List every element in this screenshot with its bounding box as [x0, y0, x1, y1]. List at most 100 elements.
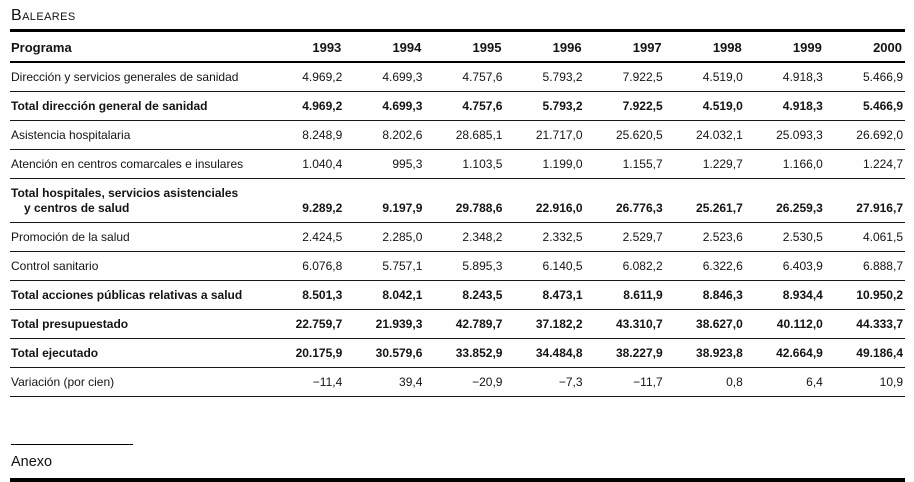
- cell-value: 4.918,3: [744, 62, 825, 92]
- cell-value: 1.103,5: [424, 149, 505, 179]
- table-row: Variación (por cien) −11,4 39,4 −20,9 −7,3 −1…: [10, 367, 905, 397]
- budget-table: Programa 1993 1994 1995 1996 1997 1998 1999 200…: [10, 32, 905, 397]
- page-bottom-rule: [10, 478, 905, 482]
- table-body: Dirección y servicios generales de sanid…: [10, 62, 905, 397]
- cell-value: 1.229,7: [664, 149, 745, 179]
- column-header-year: 1998: [664, 32, 745, 63]
- cell-value: 8.501,3: [264, 280, 345, 310]
- table-row: Total presupuestado 22.759,7 21.939,3 42.78…: [10, 309, 905, 339]
- row-label: Total acciones públicas relativas a salu…: [10, 280, 265, 310]
- cell-value: 995,3: [344, 149, 425, 179]
- table-row: Atención en centros comarcales e insular…: [10, 149, 905, 179]
- column-header-year: 1993: [264, 32, 345, 63]
- cell-value: 6.076,8: [264, 251, 345, 281]
- cell-value: 8.846,3: [664, 280, 745, 310]
- cell-value: 34.484,8: [504, 338, 585, 368]
- row-label: Asistencia hospitalaria: [10, 120, 265, 150]
- column-header-year: 1995: [424, 32, 505, 63]
- column-header-year: 1996: [504, 32, 585, 63]
- section-heading-anexo: Anexo: [11, 454, 53, 470]
- cell-value: 5.793,2: [504, 62, 585, 92]
- cell-value: 4.699,3: [344, 91, 425, 121]
- cell-value: 4.969,2: [264, 62, 345, 92]
- cell-value: 6.888,7: [824, 251, 905, 281]
- column-header-year: 2000: [824, 32, 905, 63]
- cell-value: −7,3: [504, 367, 585, 397]
- cell-value: 2.529,7: [584, 222, 665, 252]
- cell-value: 5.466,9: [824, 91, 905, 121]
- cell-value: 38.627,0: [664, 309, 745, 339]
- cell-value: 7.922,5: [584, 91, 665, 121]
- cell-value: 38.923,8: [664, 338, 745, 368]
- cell-value: −20,9: [424, 367, 505, 397]
- column-header-year: 1997: [584, 32, 665, 63]
- row-label: Variación (por cien): [10, 367, 265, 397]
- cell-value: 4.969,2: [264, 91, 345, 121]
- cell-value: 25.620,5: [584, 120, 665, 150]
- row-label: Control sanitario: [10, 251, 265, 281]
- cell-value: 1.155,7: [584, 149, 665, 179]
- cell-value: 42.664,9: [744, 338, 825, 368]
- cell-value: 26.259,3: [744, 178, 825, 223]
- table-row: Dirección y servicios generales de sanid…: [10, 62, 905, 92]
- cell-value: −11,7: [584, 367, 665, 397]
- cell-value: 4.757,6: [424, 62, 505, 92]
- cell-value: 22.916,0: [504, 178, 585, 223]
- table-row: Control sanitario 6.076,8 5.757,1 5.895,3 6.…: [10, 251, 905, 281]
- cell-value: 26.776,3: [584, 178, 665, 223]
- cell-value: 4.061,5: [824, 222, 905, 252]
- cell-value: 4.519,0: [664, 62, 745, 92]
- title-rule: [10, 29, 905, 32]
- row-label: Total dirección general de sanidad: [10, 91, 265, 121]
- cell-value: 6.140,5: [504, 251, 585, 281]
- table-row: Total ejecutado 20.175,9 30.579,6 33.852,9 3…: [10, 338, 905, 368]
- cell-value: 28.685,1: [424, 120, 505, 150]
- cell-value: 43.310,7: [584, 309, 665, 339]
- cell-value: 0,8: [664, 367, 745, 397]
- cell-value: 42.789,7: [424, 309, 505, 339]
- cell-value: 37.182,2: [504, 309, 585, 339]
- table-row: Total hospitales, servicios asistenciale…: [10, 178, 905, 223]
- cell-value: 7.922,5: [584, 62, 665, 92]
- cell-value: 5.466,9: [824, 62, 905, 92]
- row-label: Total ejecutado: [10, 338, 265, 368]
- cell-value: 8.934,4: [744, 280, 825, 310]
- cell-value: 4.918,3: [744, 91, 825, 121]
- table-header-row: Programa 1993 1994 1995 1996 1997 1998 1999 200…: [10, 32, 905, 63]
- cell-value: 10,9: [824, 367, 905, 397]
- column-header-year: 1999: [744, 32, 825, 63]
- cell-value: 8.611,9: [584, 280, 665, 310]
- cell-value: −11,4: [264, 367, 345, 397]
- cell-value: 40.112,0: [744, 309, 825, 339]
- cell-value: 4.757,6: [424, 91, 505, 121]
- table-row: Asistencia hospitalaria 8.248,9 8.202,6 28.…: [10, 120, 905, 150]
- row-label: Atención en centros comarcales e insular…: [10, 149, 265, 179]
- cell-value: 2.424,5: [264, 222, 345, 252]
- cell-value: 6.322,6: [664, 251, 745, 281]
- cell-value: 8.473,1: [504, 280, 585, 310]
- cell-value: 21.717,0: [504, 120, 585, 150]
- cell-value: 21.939,3: [344, 309, 425, 339]
- cell-value: 26.692,0: [824, 120, 905, 150]
- cell-value: 29.788,6: [424, 178, 505, 223]
- cell-value: 1.040,4: [264, 149, 345, 179]
- table-row: Total acciones públicas relativas a salu…: [10, 280, 905, 310]
- cell-value: 2.332,5: [504, 222, 585, 252]
- column-header-year: 1994: [344, 32, 425, 63]
- cell-value: 6.403,9: [744, 251, 825, 281]
- cell-value: 9.197,9: [344, 178, 425, 223]
- cell-value: 1.166,0: [744, 149, 825, 179]
- page-title: Baleares: [11, 7, 76, 24]
- cell-value: 4.699,3: [344, 62, 425, 92]
- cell-value: 25.261,7: [664, 178, 745, 223]
- document-page: Baleares Programa 1993 1994 1995 1996 1997 19…: [10, 7, 905, 482]
- cell-value: 4.519,0: [664, 91, 745, 121]
- cell-value: 20.175,9: [264, 338, 345, 368]
- cell-value: 49.186,4: [824, 338, 905, 368]
- cell-value: 2.285,0: [344, 222, 425, 252]
- row-label: Total hospitales, servicios asistenciale…: [10, 178, 265, 223]
- cell-value: 8.243,5: [424, 280, 505, 310]
- row-label: Dirección y servicios generales de sanid…: [10, 62, 265, 92]
- cell-value: 5.895,3: [424, 251, 505, 281]
- cell-value: 10.950,2: [824, 280, 905, 310]
